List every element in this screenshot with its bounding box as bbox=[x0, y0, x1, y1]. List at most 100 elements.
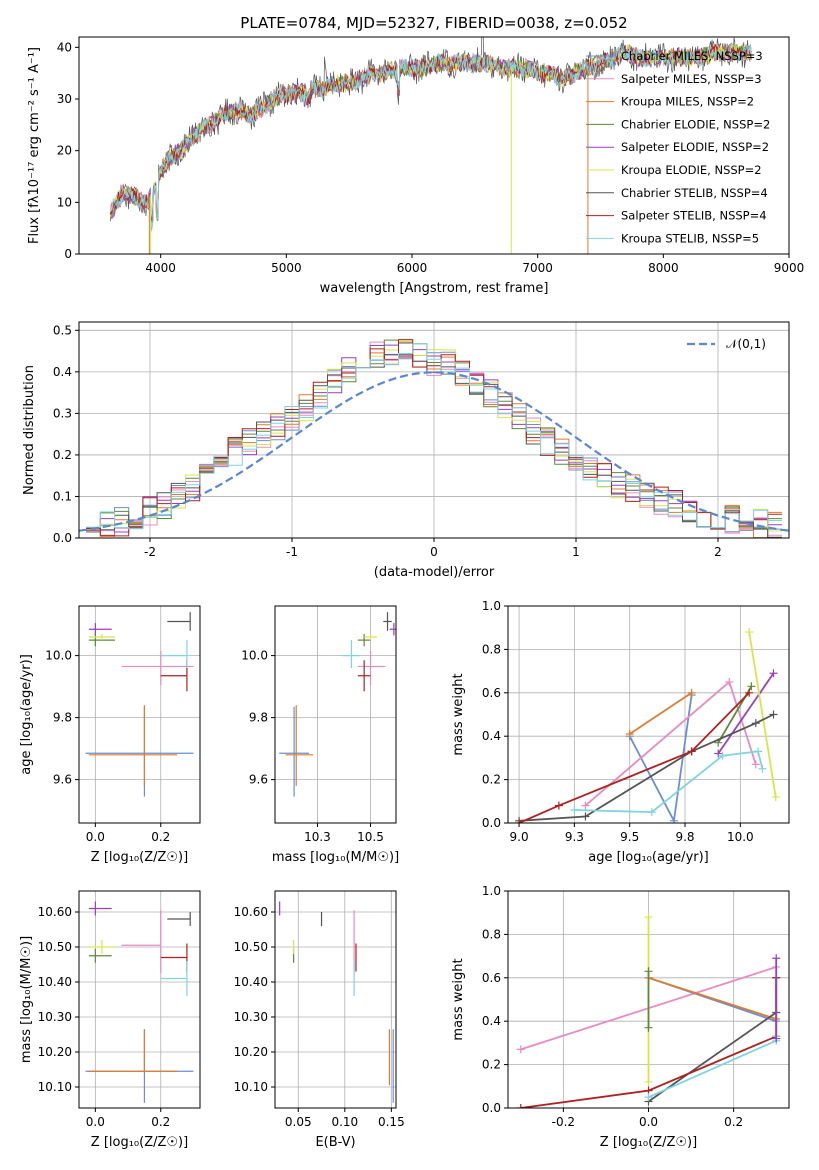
y-tick-label: 10.20 bbox=[234, 1045, 268, 1059]
errorbar-point-3 bbox=[285, 705, 314, 786]
weight-marker bbox=[644, 1077, 653, 1086]
chart-title: PLATE=0784, MJD=52327, FIBERID=0038, z=0… bbox=[240, 14, 627, 32]
normal-curve bbox=[79, 371, 789, 532]
errorbar-point-9 bbox=[342, 640, 360, 668]
y-axis-label: mass [log₁₀(M/M☉)] bbox=[19, 936, 34, 1063]
y-tick-label: 10.10 bbox=[38, 1080, 72, 1094]
y-tick-label: 9.8 bbox=[53, 711, 72, 725]
errorbar-point-6 bbox=[364, 633, 377, 641]
y-tick-label: 0.0 bbox=[482, 816, 501, 830]
errorbar-point-4 bbox=[88, 948, 112, 963]
weight-marker bbox=[745, 688, 754, 697]
x-tick-label: 9.5 bbox=[620, 830, 639, 844]
y-tick-label: 0.6 bbox=[482, 971, 501, 985]
weight-marker bbox=[769, 710, 778, 719]
weight-marker bbox=[769, 669, 778, 678]
y-tick-label: 10.20 bbox=[38, 1045, 72, 1059]
weight-marker bbox=[687, 688, 696, 697]
panel-5: 9.0 9.3 9.5 9.8 10.0 0.0 0.2 0.4 0.6 0.8 1.0 age [l… bbox=[451, 599, 790, 865]
errorbar-point-7 bbox=[167, 612, 191, 631]
y-tick-label: 10.30 bbox=[38, 1010, 72, 1024]
y-axis-label: mass weight bbox=[451, 958, 466, 1040]
weight-marker bbox=[751, 760, 760, 769]
x-axis-label: wavelength [Angstrom, rest frame] bbox=[320, 281, 549, 296]
panel-4: 10.3 10.5 9.6 9.8 10.0 mass [log₁₀(M/M☉)] bbox=[241, 605, 399, 865]
errorbar-point-5 bbox=[389, 623, 396, 636]
legend-label: Chabrier MILES, NSSP=3 bbox=[621, 49, 763, 63]
x-axis-label: Z [log₁₀(Z/Z☉)] bbox=[91, 1135, 188, 1150]
x-tick-label: 8000 bbox=[648, 261, 679, 275]
x-tick-label: 2 bbox=[714, 545, 722, 559]
errorbar-point-2 bbox=[121, 910, 162, 974]
plot-area bbox=[515, 628, 780, 823]
weight-marker bbox=[581, 801, 590, 810]
panel-2: -2 -1 0 1 2 0.0 0.1 0.2 0.3 0.4 0.5 (data-model)/er… bbox=[22, 321, 790, 580]
y-tick-label: 10.30 bbox=[234, 1010, 268, 1024]
weight-marker bbox=[581, 812, 590, 821]
errorbar-point-7 bbox=[167, 912, 191, 926]
panel-3: 0.0 0.2 9.6 9.8 10.0 Z [log₁₀(Z/Z☉)] age [log₁… bbox=[19, 605, 201, 865]
x-tick-label: -0.2 bbox=[552, 1115, 575, 1129]
x-tick-label: 6000 bbox=[397, 261, 428, 275]
weight-marker bbox=[644, 913, 653, 922]
y-tick-label: 1.0 bbox=[482, 599, 501, 613]
weight-marker bbox=[718, 751, 727, 760]
histogram-5 bbox=[86, 344, 782, 533]
y-axis-label: Normed distribution bbox=[22, 365, 37, 495]
x-axis-label: (data-model)/error bbox=[374, 565, 495, 580]
y-tick-label: 30 bbox=[57, 92, 72, 106]
legend-label: Kroupa ELODIE, NSSP=2 bbox=[621, 163, 762, 177]
x-tick-label: 0.2 bbox=[724, 1115, 743, 1129]
errorbar-point-4 bbox=[357, 633, 371, 647]
y-axis-label: age [log₁₀(age/yr)] bbox=[19, 654, 34, 775]
legend-label: 𝒩(0,1) bbox=[726, 337, 766, 351]
axes-frame bbox=[78, 605, 201, 824]
legend-label: Kroupa STELIB, NSSP=5 bbox=[621, 231, 759, 245]
x-tick-label: 0.10 bbox=[331, 1115, 358, 1129]
errorbar-point-1 bbox=[85, 706, 194, 797]
weight-series-2 bbox=[584, 680, 757, 807]
errorbar-point-3 bbox=[88, 1029, 178, 1072]
weight-marker bbox=[745, 628, 754, 637]
y-tick-label: 0.8 bbox=[482, 642, 501, 656]
weight-marker bbox=[725, 677, 734, 686]
y-tick-label: 9.8 bbox=[249, 711, 268, 725]
panel-8: -0.2 0.0 0.2 0.0 0.2 0.4 0.6 0.8 1.0 Z [log₁₀(Z/Z… bbox=[451, 884, 790, 1150]
y-tick-label: 10.50 bbox=[234, 940, 268, 954]
histogram-9 bbox=[86, 343, 782, 530]
x-tick-label: 10.3 bbox=[304, 830, 331, 844]
spectrum-6 bbox=[110, 43, 752, 229]
errorbar-point-1 bbox=[85, 1029, 194, 1103]
y-tick-label: 0.0 bbox=[482, 1101, 501, 1115]
weight-marker bbox=[644, 1023, 653, 1032]
x-tick-label: 0.05 bbox=[285, 1115, 312, 1129]
weight-series-3 bbox=[629, 692, 693, 735]
y-tick-label: 0.0 bbox=[53, 531, 72, 545]
y-tick-label: 10.40 bbox=[38, 975, 72, 989]
weight-series-8 bbox=[518, 692, 750, 823]
histogram-6 bbox=[86, 340, 782, 532]
weight-marker bbox=[515, 819, 524, 823]
y-tick-label: 0.2 bbox=[53, 448, 72, 462]
weight-marker bbox=[747, 682, 756, 691]
plot-area bbox=[85, 612, 194, 797]
panel-7: 0.05 0.10 0.15 10.10 10.20 10.30 10.40 10.50 10.… bbox=[234, 890, 405, 1150]
y-tick-label: 9.6 bbox=[249, 773, 268, 787]
errorbar-point-8 bbox=[160, 943, 188, 972]
x-tick-label: -2 bbox=[144, 545, 156, 559]
y-tick-label: 10.0 bbox=[241, 649, 268, 663]
histogram-1 bbox=[86, 351, 782, 533]
weight-marker bbox=[687, 747, 696, 756]
axes-frame bbox=[78, 890, 201, 1109]
histogram-2 bbox=[86, 341, 782, 536]
axes-frame bbox=[274, 605, 397, 824]
errorbar-point-9 bbox=[160, 961, 188, 996]
x-axis-label: age [log₁₀(age/yr)] bbox=[588, 850, 709, 865]
x-tick-label: 5000 bbox=[271, 261, 302, 275]
weight-marker bbox=[570, 805, 579, 814]
plot-area bbox=[279, 901, 394, 1103]
weight-series-6 bbox=[748, 631, 777, 798]
x-tick-label: 9.0 bbox=[510, 830, 529, 844]
y-tick-label: 10.50 bbox=[38, 940, 72, 954]
